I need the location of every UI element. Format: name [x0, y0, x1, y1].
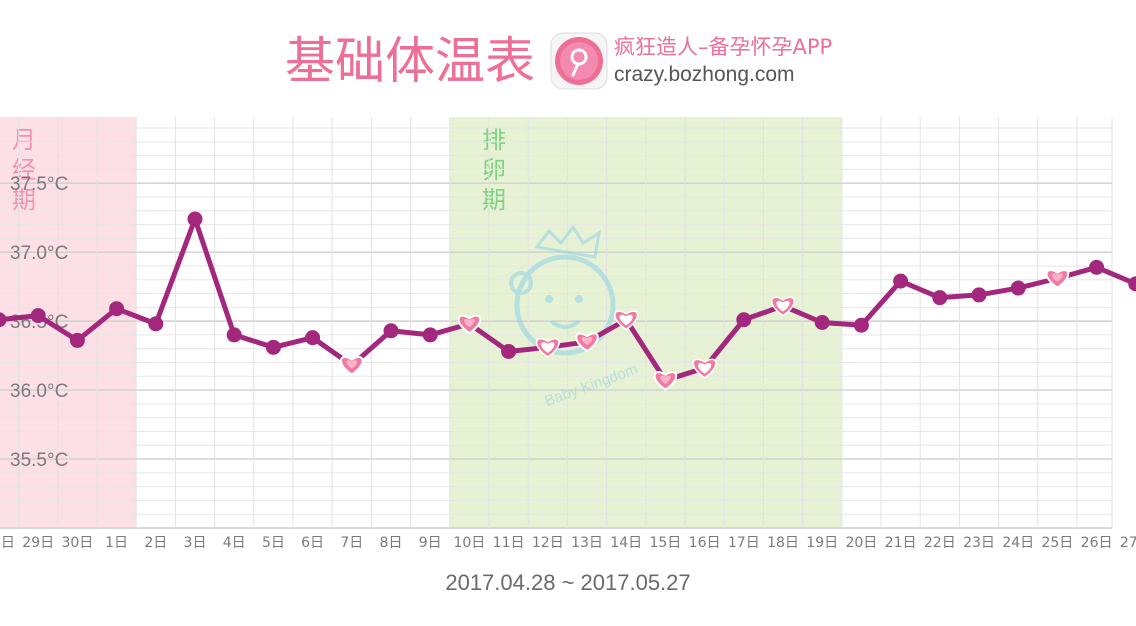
data-point [971, 287, 987, 303]
baby-logo-icon [509, 224, 616, 356]
x-tick-label: 3日 [184, 535, 207, 551]
y-tick-label: 37.0°C [10, 243, 68, 264]
data-point [305, 330, 321, 346]
x-tick-label: 1日 [105, 535, 128, 551]
clock-logo-icon [550, 32, 608, 90]
period-label-char: 经 [12, 156, 36, 184]
x-tick-label: 12日 [532, 535, 564, 551]
x-tick-label: 21日 [885, 535, 917, 551]
x-tick-label: 14日 [610, 535, 642, 551]
x-tick-label: 30日 [61, 535, 93, 551]
data-point [814, 315, 830, 330]
x-tick-label: 24日 [1002, 535, 1034, 551]
heart-icon [653, 371, 678, 391]
data-point [383, 323, 399, 339]
data-point [501, 343, 517, 359]
data-point [932, 290, 948, 306]
data-point [148, 316, 164, 332]
app-name: 疯狂造人–备孕怀孕APP [614, 35, 832, 59]
heart-outline-icon [535, 337, 560, 358]
x-tick-label: 29日 [22, 535, 54, 551]
x-axis-labels: 28日 29日 30日 1日 2日 3日 4日 5日 6日 7日 8日 9日 10日 11日 12日 13日 1… [0, 535, 1136, 551]
data-point [893, 273, 909, 289]
data-point [187, 211, 203, 227]
ovulation-label-char: 期 [482, 186, 506, 214]
x-tick-label: 22日 [924, 535, 956, 551]
heart-icon [1045, 269, 1070, 289]
data-point [853, 317, 869, 333]
grid [0, 117, 1113, 529]
x-tick-label: 16日 [689, 535, 721, 551]
y-tick-label: 36.0°C [10, 381, 68, 402]
ovulation-label-char: 排 [482, 126, 506, 154]
heart-outline-icon [614, 310, 639, 331]
data-point [1010, 280, 1026, 296]
x-tick-label: 15日 [649, 535, 681, 551]
x-tick-label: 5日 [262, 535, 285, 551]
chart-title: 基础体温表 [285, 32, 535, 90]
date-range: 2017.04.28 ~ 2017.05.27 [445, 570, 690, 595]
data-point [736, 312, 752, 328]
x-tick-label: 18日 [767, 535, 799, 551]
x-tick-label: 8日 [380, 535, 403, 551]
data-point [30, 308, 46, 324]
header: 基础体温表 疯狂造人–备孕怀孕APP crazy.bozhong.com [285, 32, 832, 90]
data-point [1089, 259, 1105, 275]
data-point [69, 332, 85, 348]
y-tick-label: 37.5°C [10, 174, 68, 195]
data-point [265, 339, 281, 355]
x-tick-label: 20日 [845, 535, 877, 551]
x-tick-label: 19日 [806, 535, 838, 551]
x-tick-label: 23日 [963, 535, 995, 551]
x-tick-label: 4日 [223, 535, 246, 551]
period-label-char: 期 [12, 186, 36, 214]
y-axis-labels: 35.5°C36.0°C36.5°C37.0°C37.5°C [10, 174, 68, 471]
heart-outline-icon [771, 296, 795, 317]
x-tick-label: 11日 [493, 535, 525, 551]
data-point [109, 301, 125, 317]
x-tick-label: 6日 [301, 535, 324, 551]
x-tick-label: 26日 [1081, 535, 1113, 551]
x-tick-label: 10日 [453, 535, 485, 551]
x-tick-label: 25日 [1041, 535, 1073, 551]
x-tick-label: 27日 [1120, 535, 1136, 551]
temperature-series [0, 211, 1136, 391]
heart-icon [457, 314, 482, 335]
x-tick-label: 2日 [144, 535, 167, 551]
x-tick-label: 13日 [571, 535, 603, 551]
site-url: crazy.bozhong.com [614, 63, 795, 86]
data-point [1128, 276, 1136, 292]
x-tick-label: 28日 [0, 535, 15, 551]
heart-icon [575, 332, 599, 353]
ovulation-label-char: 卵 [482, 156, 506, 184]
heart-icon [340, 355, 364, 376]
x-tick-label: 9日 [419, 535, 442, 551]
x-tick-label: 17日 [728, 535, 760, 551]
period-label-char: 月 [12, 126, 36, 154]
y-tick-label: 35.5°C [10, 450, 68, 471]
data-point [422, 327, 438, 343]
data-point [0, 312, 7, 328]
data-point [226, 327, 242, 343]
heart-outline-icon [692, 358, 717, 379]
x-tick-label: 7日 [340, 535, 363, 551]
